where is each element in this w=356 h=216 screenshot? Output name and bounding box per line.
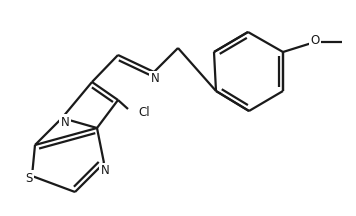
Text: S: S [25,172,33,184]
Text: N: N [101,165,109,178]
Text: N: N [61,116,69,129]
Text: O: O [310,35,320,48]
Text: Cl: Cl [138,105,150,119]
Text: N: N [151,73,159,86]
